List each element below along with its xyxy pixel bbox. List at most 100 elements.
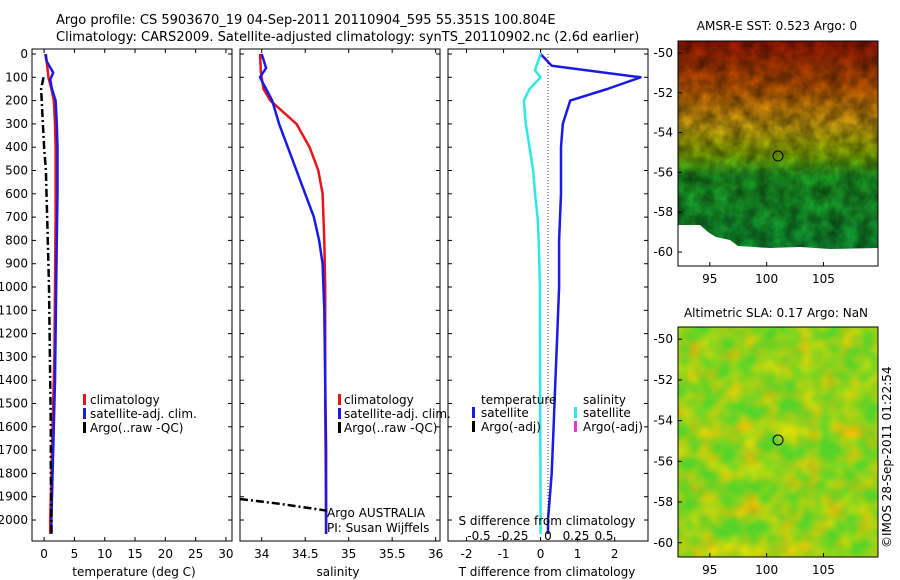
temperature-legend: climatology satellite-adj. clim. Argo(..… <box>83 393 197 435</box>
series-line <box>522 53 542 534</box>
depth-tick-label: 1500 <box>0 397 28 411</box>
lat-tick-label: -56 <box>653 454 673 468</box>
temperature-axis-label: temperature (deg C) <box>72 565 195 579</box>
legend-label-temp-satellite: satellite <box>481 406 529 420</box>
depth-tick-label: 2000 <box>0 513 28 527</box>
difference-legend: temperature salinity satellite Argo(-adj… <box>459 393 643 543</box>
lat-tick-label: -54 <box>653 126 673 140</box>
lon-tick-label: 100 <box>755 272 778 286</box>
x-tick-label: 0 <box>537 547 545 561</box>
lat-tick-label: -60 <box>653 245 673 259</box>
lat-tick-label: -50 <box>653 332 673 346</box>
series-line <box>39 77 53 534</box>
x-tick-label: 20 <box>158 547 173 561</box>
lat-tick-label: -52 <box>653 86 673 100</box>
lat-tick-label: -60 <box>653 536 673 550</box>
legend-swatch-satellite <box>338 408 341 419</box>
legend-swatch-sal-argo <box>574 421 577 432</box>
sst-map: AMSR-E SST: 0.523 Argo: 0 -50-52-54-56-5… <box>653 19 879 286</box>
x-tick-label: 35.5 <box>379 547 406 561</box>
depth-tick-label: 700 <box>5 210 28 224</box>
sla-map-axes: -50 -52 -54 -56 -58 -60 95 100 105 <box>653 332 835 577</box>
lon-tick-label: 95 <box>702 272 717 286</box>
s-difference-axis-label: S difference from climatology <box>459 514 636 528</box>
depth-tick-label: 900 <box>5 257 28 271</box>
s-difference-tick: 0 <box>544 529 552 543</box>
lat-tick-label: -50 <box>653 46 673 60</box>
argo-location-marker <box>772 434 784 446</box>
depth-tick-label: 600 <box>5 187 28 201</box>
sla-map-frame <box>677 326 879 558</box>
lat-tick-label: -56 <box>653 165 673 179</box>
x-tick-label: 15 <box>127 547 142 561</box>
argo-pi-note: PI: Susan Wijffels <box>327 521 429 535</box>
x-tick-label: 34 <box>254 547 269 561</box>
legend-label-temp-argo: Argo(-adj) <box>481 420 541 434</box>
depth-tick-label: 500 <box>5 164 28 178</box>
lat-tick-label: -58 <box>653 205 673 219</box>
legend-swatch-climatology <box>83 394 86 405</box>
legend-header-salinity: salinity <box>583 393 626 407</box>
depth-tick-label: 300 <box>5 117 28 131</box>
sla-map: Altimetric SLA: 0.17 Argo: NaN -50 -52 -54… <box>653 306 879 577</box>
argo-owner-note: Argo AUSTRALIA <box>327 506 426 520</box>
depth-tick-label: 1600 <box>0 420 28 434</box>
sst-map-axes: -50 -52 -54 -56 -58 -60 95 100 105 <box>653 46 835 286</box>
depth-tick-label: 1800 <box>0 466 28 480</box>
legend-swatch-satellite <box>83 408 86 419</box>
s-difference-tick: -0.5 <box>467 529 490 543</box>
legend-swatch-sal-satellite <box>574 407 577 418</box>
legend-swatch-argo <box>83 422 86 433</box>
argo-location-marker <box>772 150 784 162</box>
x-tick-label: 10 <box>97 547 112 561</box>
temperature-plot-frame <box>31 48 233 542</box>
x-tick-label: 36 <box>428 547 443 561</box>
depth-tick-label: 200 <box>5 94 28 108</box>
depth-tick-label: 1700 <box>0 443 28 457</box>
credit-stamp: ©IMOS 28-Sep-2011 01:22:54 <box>880 366 894 548</box>
x-tick-label: 35 <box>341 547 356 561</box>
legend-label-satellite: satellite-adj. clim. <box>344 407 451 421</box>
legend-label-satellite: satellite-adj. clim. <box>90 407 197 421</box>
legend-label-argo: Argo(..raw -QC) <box>344 421 437 435</box>
sst-map-frame <box>677 40 879 267</box>
lon-tick-label: 100 <box>755 563 778 577</box>
series-line <box>258 53 328 534</box>
difference-plot-frame <box>447 48 649 542</box>
sst-texture <box>678 41 878 266</box>
lon-tick-label: 105 <box>812 272 835 286</box>
legend-label-sal-satellite: satellite <box>583 406 631 420</box>
s-difference-tick: -0.25 <box>497 529 528 543</box>
legend-swatch-climatology <box>338 394 341 405</box>
legend-label-sal-argo: Argo(-adj) <box>583 420 643 434</box>
legend-swatch-temp-satellite <box>472 407 475 418</box>
salinity-series <box>239 53 328 534</box>
temperature-series <box>39 53 59 534</box>
salinity-legend: climatology satellite-adj. clim. Argo(..… <box>327 393 451 535</box>
series-line <box>239 497 328 512</box>
legend-label-climatology: climatology <box>344 393 414 407</box>
depth-tick-label: 100 <box>5 70 28 84</box>
sla-texture <box>678 327 878 557</box>
legend-swatch-argo <box>338 422 341 433</box>
t-difference-axis-label: T difference from climatology <box>458 565 636 579</box>
depth-tick-label: 1300 <box>0 350 28 364</box>
x-tick-label: -1 <box>498 547 510 561</box>
sst-missing-data <box>678 225 878 266</box>
s-difference-tick: 0.25 <box>563 529 590 543</box>
depth-tick-label: 1400 <box>0 373 28 387</box>
x-tick-label: 0 <box>40 547 48 561</box>
depth-tick-label: 1900 <box>0 490 28 504</box>
x-tick-label: 5 <box>71 547 79 561</box>
x-tick-label: 30 <box>218 547 233 561</box>
depth-tick-label: 800 <box>5 233 28 247</box>
sla-map-title: Altimetric SLA: 0.17 Argo: NaN <box>684 306 868 320</box>
depth-tick-label: 1100 <box>0 303 28 317</box>
legend-header-temperature: temperature <box>481 393 556 407</box>
depth-tick-label: 1200 <box>0 327 28 341</box>
x-tick-label: 34.5 <box>292 547 319 561</box>
x-tick-label: 2 <box>611 547 619 561</box>
lon-tick-label: 95 <box>702 563 717 577</box>
depth-tick-label: 0 <box>20 47 28 61</box>
